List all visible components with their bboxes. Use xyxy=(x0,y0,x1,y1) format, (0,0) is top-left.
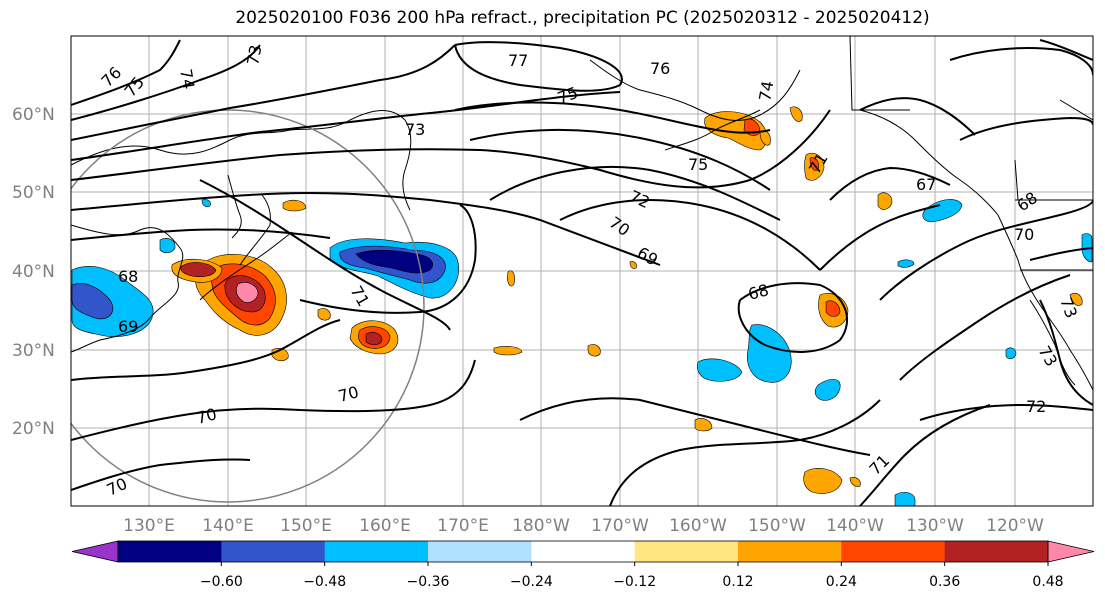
colorbar-segment xyxy=(944,541,1049,562)
colorbar-tick-label: 0.48 xyxy=(1032,574,1063,590)
lon-label: 160°E xyxy=(359,516,411,536)
colorbar-tick-label: −0.36 xyxy=(407,574,450,590)
colorbar-segment xyxy=(1047,540,1095,563)
contour-label: 70 xyxy=(336,382,361,406)
colorbar-segment xyxy=(738,541,842,562)
colorbar-tick-label: −0.48 xyxy=(303,574,346,590)
lon-label: 140°E xyxy=(202,516,254,536)
contour-label: 67 xyxy=(916,175,936,194)
colorbar-segment xyxy=(841,541,946,562)
lon-label: 170°W xyxy=(591,516,649,536)
colorbar-segment xyxy=(324,541,429,562)
contour-label: 74 xyxy=(176,67,198,90)
contour-label: 73 xyxy=(243,43,265,66)
lat-label: 60°N xyxy=(12,105,55,125)
contour-label: 69 xyxy=(118,317,138,336)
colorbar-tick-label: 0.24 xyxy=(826,574,857,590)
lon-label: 150°E xyxy=(280,516,332,536)
colorbar-frame xyxy=(117,540,1049,563)
lon-label: 180°W xyxy=(512,516,570,536)
contour-label: 75 xyxy=(688,155,708,174)
lon-label: 130°W xyxy=(906,516,964,536)
contour-label: 68 xyxy=(746,280,771,304)
contour-label: 70 xyxy=(1014,225,1034,244)
lat-label: 20°N xyxy=(12,419,55,439)
colorbar-segment xyxy=(634,541,739,562)
lon-label: 140°W xyxy=(826,516,884,536)
lon-label: 170°E xyxy=(437,516,489,536)
contour-label: 73 xyxy=(405,120,425,139)
contour-label: 70 xyxy=(194,404,219,428)
colorbar-tick-label: −0.60 xyxy=(200,574,243,590)
colorbar-segment xyxy=(531,541,636,562)
colorbar-tick-labels: −0.60 −0.48 −0.36 −0.24 −0.12 0.12 0.24 0.36 0.4… xyxy=(200,562,1064,590)
longitude-labels: 130°E 140°E 150°E 160°E 170°E 180°W 170°… xyxy=(123,516,1044,536)
lat-label: 50°N xyxy=(12,183,55,203)
colorbar-tick-label: −0.12 xyxy=(613,574,656,590)
lon-label: 120°W xyxy=(986,516,1044,536)
lat-label: 40°N xyxy=(12,262,55,282)
colorbar xyxy=(71,540,1095,563)
contour-label: 74 xyxy=(755,79,777,102)
lat-label: 30°N xyxy=(12,341,55,361)
colorbar-segment xyxy=(118,541,222,562)
lon-label: 130°E xyxy=(123,516,175,536)
reference-circle xyxy=(71,109,425,503)
coastlines xyxy=(71,36,1093,391)
lon-label: 160°W xyxy=(669,516,727,536)
colorbar-segment xyxy=(71,540,119,563)
colorbar-segment xyxy=(221,541,326,562)
precip-positive-shading xyxy=(171,106,1083,494)
contour-label: 68 xyxy=(118,267,138,286)
map-title: 2025020100 F036 200 hPa refract., precip… xyxy=(235,8,930,28)
precip-negative-shading xyxy=(71,199,1093,506)
map-border xyxy=(70,35,1094,507)
contour-label: 72 xyxy=(1026,397,1046,416)
contour-label: 76 xyxy=(650,59,670,78)
lon-label: 150°W xyxy=(748,516,806,536)
contour-label: 77 xyxy=(508,51,528,70)
colorbar-segment xyxy=(428,541,532,562)
colorbar-tick-label: 0.36 xyxy=(929,574,960,590)
latitude-labels: 60°N 50°N 40°N 30°N 20°N xyxy=(12,105,55,439)
refractivity-contours xyxy=(71,39,1093,506)
colorbar-tick-label: 0.12 xyxy=(722,574,753,590)
colorbar-tick-label: −0.24 xyxy=(510,574,553,590)
